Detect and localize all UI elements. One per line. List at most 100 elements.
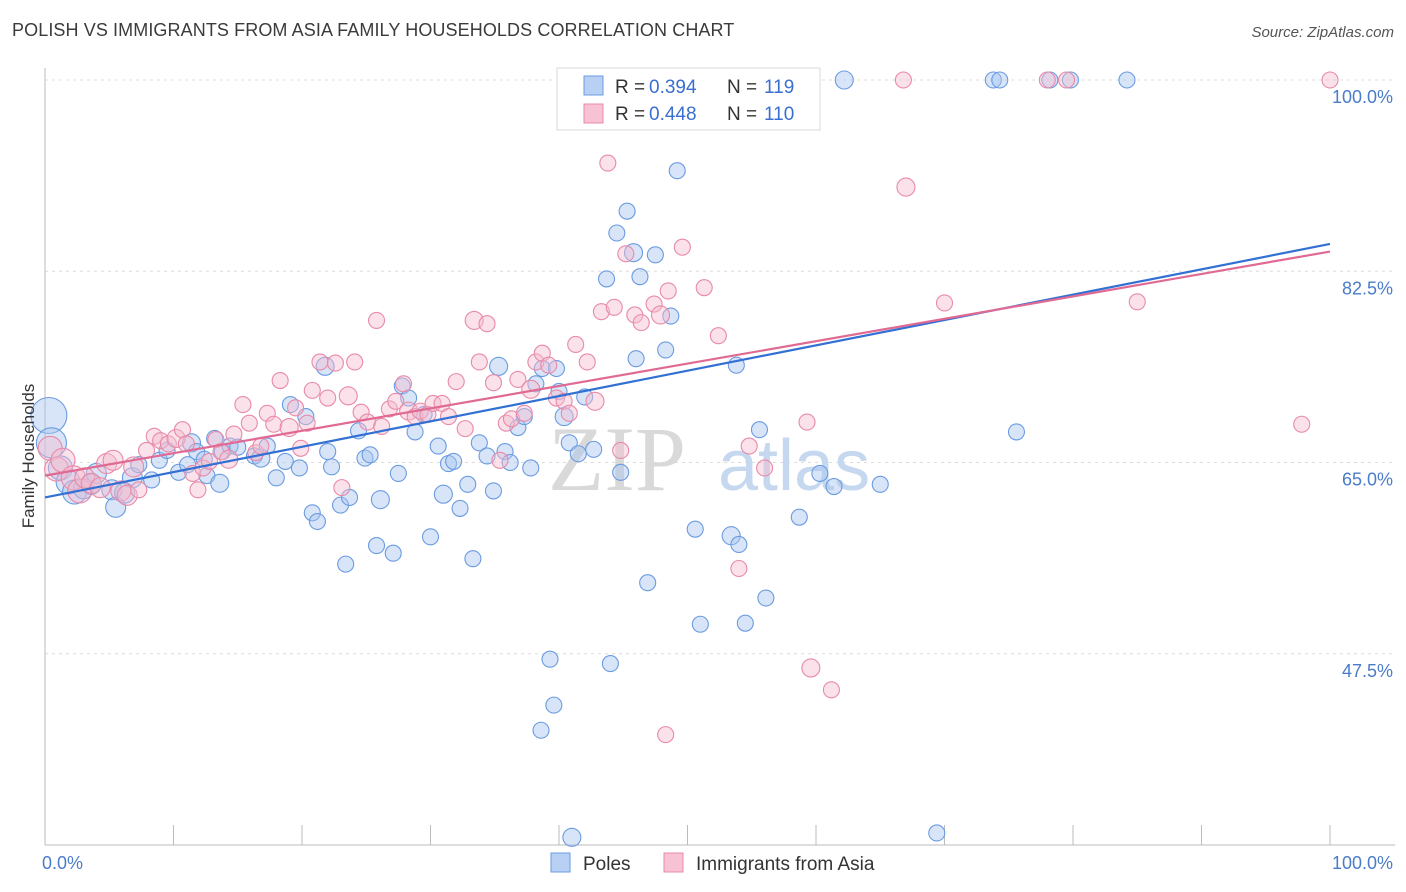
legend-r-label-poles: R = <box>615 77 645 98</box>
asia-point <box>822 681 840 699</box>
poles-point <box>532 721 550 739</box>
poles-point <box>1007 423 1026 441</box>
x-tick-label-left: 0.0% <box>42 853 83 873</box>
asia-point <box>509 370 527 388</box>
poles-point <box>991 71 1009 89</box>
poles-point <box>308 512 326 531</box>
asia-point <box>709 327 727 345</box>
asia-point <box>326 354 344 372</box>
poles-point <box>871 475 889 493</box>
y-tick-labels: 100.0% 82.5% 65.0% 47.5% <box>1332 87 1393 681</box>
poles-point <box>562 827 582 847</box>
poles-point <box>367 537 386 555</box>
asia-trend-line <box>44 250 1331 477</box>
poles-point <box>181 433 202 453</box>
asia-point <box>189 481 207 499</box>
asia-point <box>567 335 585 354</box>
poles-point <box>631 268 649 286</box>
poles-point <box>470 434 488 452</box>
x-tick-label-right: 100.0% <box>1332 853 1393 873</box>
asia-point <box>673 238 691 256</box>
asia-point <box>896 177 916 197</box>
asia-point <box>338 386 358 406</box>
grid-lines <box>45 79 1395 655</box>
poles-point <box>303 504 321 522</box>
poles-point <box>811 464 829 482</box>
asia-point <box>470 353 488 371</box>
asia-point <box>515 404 533 422</box>
poles-point <box>337 555 355 573</box>
poles-point <box>1061 71 1079 89</box>
asia-point <box>801 658 821 678</box>
legend-swatch-asia <box>583 103 604 124</box>
asia-point <box>798 413 816 431</box>
poles-point <box>267 469 285 487</box>
legend-n-value-poles: 119 <box>764 77 794 98</box>
poles-point <box>639 574 657 592</box>
asia-point <box>271 371 289 390</box>
trend-lines <box>44 242 1331 499</box>
series-legend: Poles Immigrants from Asia <box>550 852 875 875</box>
asia-point <box>116 484 138 506</box>
asia-point <box>1293 415 1311 433</box>
poles-point <box>618 202 636 220</box>
poles-point <box>668 162 686 180</box>
asia-point <box>491 451 509 469</box>
poles-point <box>356 449 374 467</box>
poles-point <box>646 246 664 264</box>
legend-r-value-poles: 0.394 <box>649 77 697 98</box>
asia-point <box>592 303 610 321</box>
poles-point <box>484 482 503 500</box>
poles-point <box>323 458 341 476</box>
poles-point <box>686 520 704 538</box>
asia-point <box>612 441 630 460</box>
legend-r-value-asia: 0.448 <box>649 104 697 125</box>
watermark-atlas: atlas <box>718 426 870 506</box>
poles-point <box>445 452 463 470</box>
poles-point <box>478 447 496 465</box>
poles-point <box>736 614 754 632</box>
asia-point <box>605 298 623 316</box>
poles-point <box>691 615 709 633</box>
poles-point <box>370 490 390 510</box>
poles-point <box>576 388 594 406</box>
poles-point <box>1118 71 1136 89</box>
asia-point <box>358 413 377 431</box>
asia-point <box>1321 71 1339 89</box>
poles-point <box>757 589 775 607</box>
asia-point <box>130 481 148 499</box>
asia-point <box>166 428 186 449</box>
asia-point <box>298 414 316 432</box>
poles-point <box>281 396 299 414</box>
source-label: Source: ZipAtlas.com <box>1251 24 1394 41</box>
poles-point <box>421 528 440 546</box>
asia-point <box>540 356 558 374</box>
asia-point <box>935 294 954 312</box>
asia-point <box>225 425 243 443</box>
asia-point <box>502 410 521 428</box>
legend-r-label-asia: R = <box>615 104 645 125</box>
asia-point <box>585 391 605 411</box>
poles-point <box>541 650 559 668</box>
asia-point <box>319 389 337 407</box>
poles-point <box>627 350 645 368</box>
poles-point <box>451 499 469 517</box>
poles-point <box>612 463 630 481</box>
bottom-legend-swatch-poles <box>550 852 571 873</box>
asia-point <box>645 295 663 313</box>
asia-point <box>756 459 774 477</box>
poles-point <box>433 484 453 504</box>
chart-title: POLISH VS IMMIGRANTS FROM ASIA FAMILY HO… <box>12 20 735 40</box>
asia-point <box>484 374 503 392</box>
poles-point <box>459 475 477 493</box>
y-tick-label: 47.5% <box>1342 661 1393 681</box>
poles-point <box>984 71 1002 89</box>
asia-point <box>1038 71 1056 89</box>
poles-point <box>569 445 587 463</box>
asia-point <box>740 437 758 455</box>
legend-n-label-poles: N = <box>727 77 757 98</box>
asia-point <box>265 415 283 433</box>
asia-point <box>333 479 351 497</box>
y-axis-label: Family Households <box>19 384 38 529</box>
